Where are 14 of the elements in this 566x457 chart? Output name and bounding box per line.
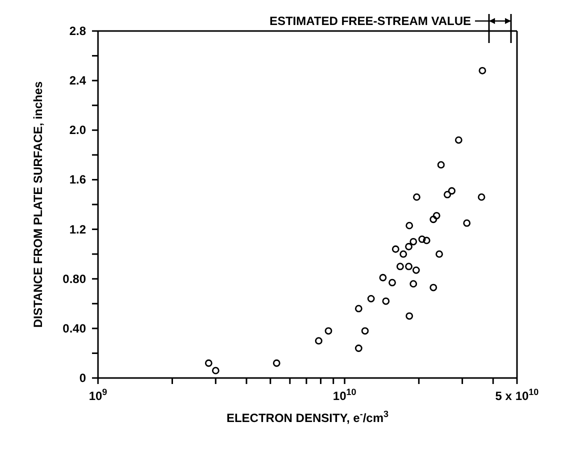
y-axis-title: DISTANCE FROM PLATE SURFACE, inches: [31, 81, 45, 328]
y-tick-label: 2.0: [69, 123, 86, 138]
y-tick-label: 2.4: [69, 74, 86, 88]
x-tick-label: 10$^{9}$: [88, 387, 108, 403]
text: ESTIMATED FREE-STREAM VALUE: [269, 14, 471, 28]
x-tick-label: 10$^{10}$: [332, 387, 356, 403]
y-tick-label: 0.40: [62, 321, 86, 336]
y-tick-label: 2.8: [69, 24, 86, 38]
y-tick-label: 1.2: [69, 222, 86, 236]
x-tick-label: 5 x 10$^{10}$: [495, 387, 539, 403]
y-tick-label: 1.6: [69, 172, 86, 187]
y-tick-label: 0: [79, 371, 86, 385]
y-tick-label: 0.80: [62, 272, 86, 286]
x-axis-title: ELECTRON DENSITY, e$^{-}$/cm$^{3}$: [226, 409, 389, 425]
